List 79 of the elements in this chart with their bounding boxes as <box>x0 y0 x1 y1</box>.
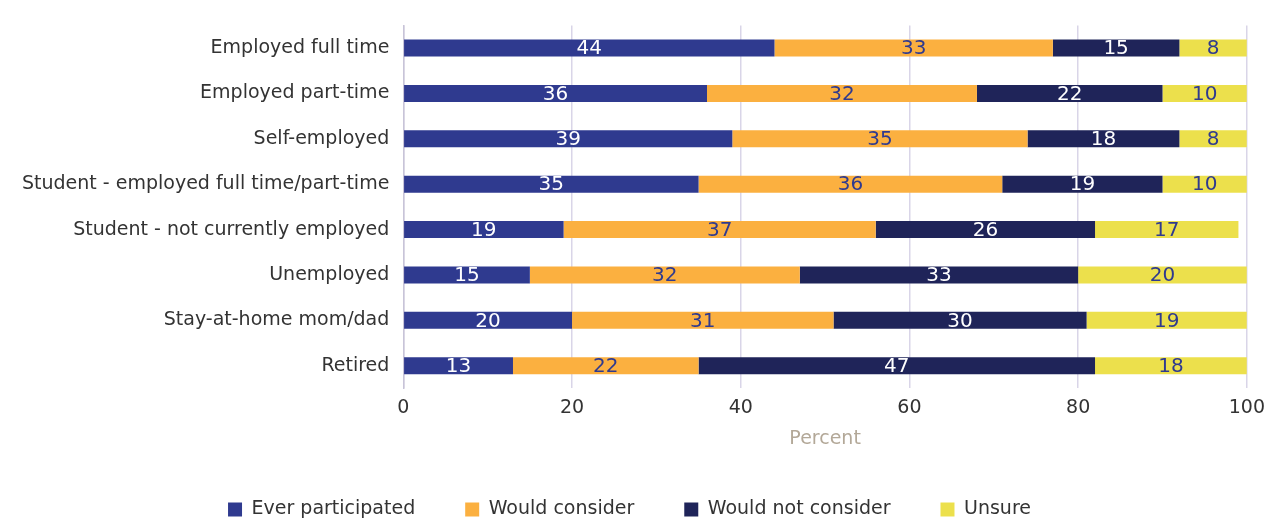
data-label: 36 <box>837 171 864 196</box>
data-label: 18 <box>1090 126 1117 151</box>
data-label: 18 <box>1158 352 1184 377</box>
x-tick-label: 20 <box>559 394 585 417</box>
legend-label: Ever participated <box>251 496 416 519</box>
data-label: 10 <box>1191 80 1218 105</box>
bar <box>1095 221 1239 239</box>
y-tick-label: Employed full time <box>210 35 390 58</box>
bar <box>698 357 1096 375</box>
data-label: 47 <box>884 352 910 377</box>
data-label: 37 <box>706 216 733 241</box>
x-tick-label: 40 <box>728 394 753 417</box>
bar <box>1027 130 1180 148</box>
bar <box>404 175 699 193</box>
data-label: 19 <box>1069 171 1096 196</box>
bar <box>404 84 707 102</box>
data-label: 8 <box>1206 126 1220 151</box>
bar <box>563 221 876 239</box>
data-label: 15 <box>1103 35 1129 60</box>
bar <box>799 266 1079 284</box>
x-tick-label: 60 <box>897 394 922 417</box>
y-tick-label: Self-employed <box>253 125 390 148</box>
bar <box>404 357 513 375</box>
bar <box>404 311 573 329</box>
data-label: 17 <box>1154 216 1180 241</box>
data-label: 32 <box>652 262 678 287</box>
bar <box>732 130 1028 148</box>
data-label: 30 <box>947 307 973 332</box>
data-label: 13 <box>445 352 472 377</box>
data-label: 10 <box>1191 171 1218 196</box>
data-label: 19 <box>471 216 497 241</box>
bar <box>875 221 1096 239</box>
data-label: 35 <box>538 171 565 196</box>
bar <box>774 39 1053 57</box>
y-tick-label: Employed part-time <box>200 80 390 103</box>
legend-label: Would not consider <box>707 496 891 519</box>
x-tick-label: 0 <box>397 394 410 417</box>
bar <box>404 221 564 239</box>
bar <box>404 266 530 284</box>
data-label: 8 <box>1206 35 1220 60</box>
bar <box>976 84 1163 102</box>
legend-label: Unsure <box>963 496 1031 519</box>
x-tick-label: 80 <box>1066 394 1091 417</box>
data-label: 20 <box>475 307 501 332</box>
data-label: 33 <box>926 262 952 287</box>
data-label: 31 <box>690 307 716 332</box>
bar <box>698 175 1003 193</box>
data-label: 36 <box>542 80 569 105</box>
data-label: 22 <box>1057 80 1083 105</box>
bar <box>512 357 699 375</box>
bar <box>572 311 834 329</box>
x-tick-label: 100 <box>1228 394 1265 417</box>
y-tick-label: Retired <box>321 352 390 375</box>
data-label: 44 <box>576 35 603 60</box>
y-tick-label: Unemployed <box>269 261 390 284</box>
data-label: 22 <box>593 352 619 377</box>
x-axis-title: Percent <box>789 425 861 448</box>
bar <box>1086 311 1247 329</box>
y-tick-label: Stay-at-home mom/dad <box>163 307 390 330</box>
y-tick-label: Student - not currently employed <box>73 216 390 239</box>
legend-label: Would consider <box>488 496 635 519</box>
bar <box>404 130 733 148</box>
bar <box>833 311 1087 329</box>
bar <box>1095 357 1247 375</box>
bar <box>1078 266 1247 284</box>
bar <box>1052 39 1180 57</box>
data-label: 15 <box>454 262 480 287</box>
data-label: 26 <box>972 216 999 241</box>
bar <box>404 39 775 57</box>
data-label: 20 <box>1149 262 1176 287</box>
data-label: 33 <box>900 35 927 60</box>
data-label: 39 <box>555 126 581 151</box>
data-label: 19 <box>1154 307 1180 332</box>
bar <box>1002 175 1163 193</box>
bar <box>707 84 977 102</box>
data-label: 35 <box>867 126 893 151</box>
y-tick-label: Student - employed full time/part-time <box>22 171 390 194</box>
data-label: 32 <box>829 80 855 105</box>
bar <box>529 266 800 284</box>
